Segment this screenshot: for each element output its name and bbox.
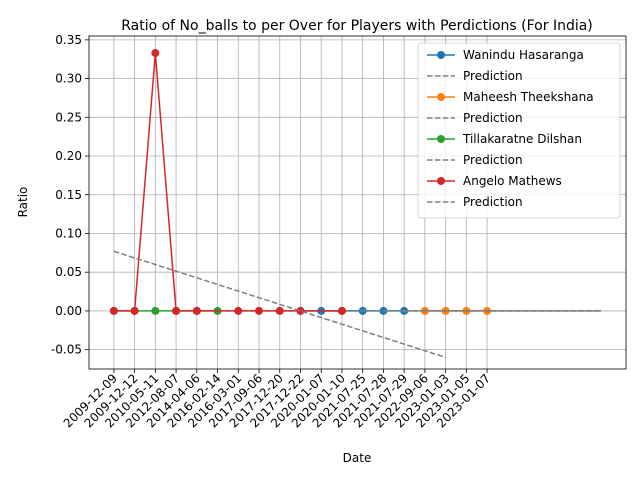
prediction-line <box>113 250 446 359</box>
y-axis-label: Ratio <box>16 187 30 218</box>
legend-label: Wanindu Hasaranga <box>463 48 584 62</box>
plot-area-frame <box>88 35 627 370</box>
legend-label: Angelo Mathews <box>463 174 562 188</box>
data-point <box>172 306 181 315</box>
data-point <box>192 306 201 315</box>
x-axis-label: Date <box>343 451 372 465</box>
data-point <box>234 306 243 315</box>
y-tick-label: 0.25 <box>55 110 82 124</box>
chart-title: Ratio of No_balls to per Over for Player… <box>121 18 593 34</box>
y-tick-label: 0.35 <box>55 33 82 47</box>
legend-label: Prediction <box>463 153 523 167</box>
data-point <box>379 306 388 315</box>
legend-label: Prediction <box>463 195 523 209</box>
data-point <box>151 49 160 58</box>
y-tick-label: 0.30 <box>55 72 82 86</box>
data-point <box>130 306 139 315</box>
data-point <box>337 306 346 315</box>
y-tick-label: 0.00 <box>55 304 82 318</box>
series-line <box>113 52 342 312</box>
data-point <box>151 306 160 315</box>
legend-label: Maheesh Theekshana <box>463 90 594 104</box>
legend-marker <box>437 177 445 185</box>
legend-marker <box>437 51 445 59</box>
y-tick-label: -0.05 <box>51 343 82 357</box>
y-tick-label: 0.15 <box>55 188 82 202</box>
data-point <box>255 306 264 315</box>
legend-marker <box>437 93 445 101</box>
legend-box <box>417 42 621 219</box>
data-point <box>275 306 284 315</box>
legend-marker <box>437 135 445 143</box>
legend-label: Tillakaratne Dilshan <box>462 132 582 146</box>
legend-label: Prediction <box>463 69 523 83</box>
plot-lines <box>109 49 602 359</box>
y-tick-label: 0.10 <box>55 226 82 240</box>
data-point <box>296 306 305 315</box>
y-tick-label: 0.05 <box>55 265 82 279</box>
y-tick-label: 0.20 <box>55 149 82 163</box>
data-point <box>109 306 118 315</box>
legend: Wanindu Hasaranga Prediction Maheesh Theek… <box>417 42 621 219</box>
legend-label: Prediction <box>463 111 523 125</box>
